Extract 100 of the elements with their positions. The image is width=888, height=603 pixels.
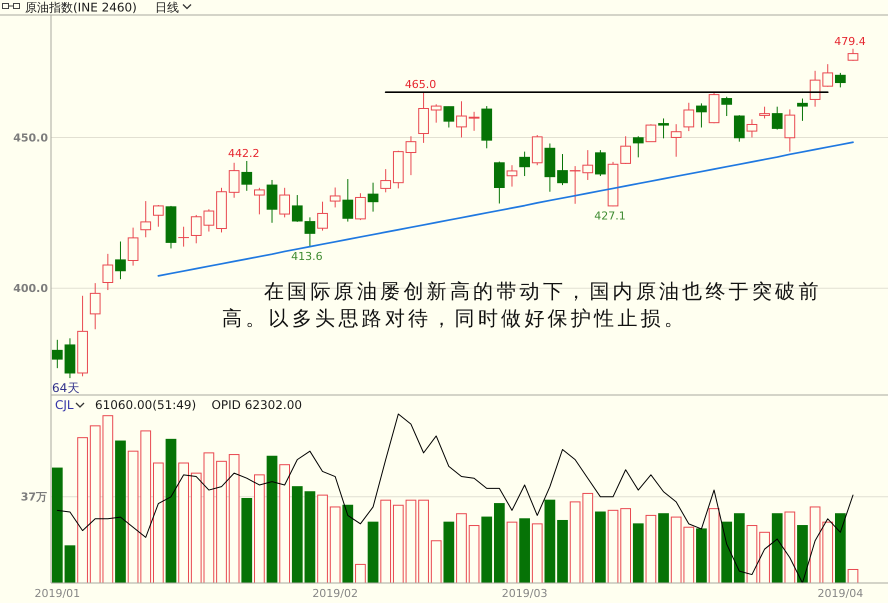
bar xyxy=(330,506,341,584)
bar xyxy=(708,508,720,584)
candlestick xyxy=(822,64,834,88)
bar xyxy=(178,462,189,584)
bar xyxy=(292,486,303,584)
bar xyxy=(317,494,328,584)
bar xyxy=(216,460,227,584)
candlestick xyxy=(683,102,694,132)
bar xyxy=(608,510,618,584)
bar xyxy=(696,528,707,584)
bar xyxy=(519,518,530,584)
bar xyxy=(266,456,278,584)
bar xyxy=(570,501,580,584)
bar xyxy=(140,430,152,584)
candlestick xyxy=(443,106,454,128)
bar xyxy=(115,440,126,584)
annotation: 413.6 xyxy=(291,250,323,264)
bar xyxy=(392,504,404,584)
bar xyxy=(797,525,808,584)
chart-title: 原油指数(INE 2460) xyxy=(25,0,137,14)
bar xyxy=(632,523,644,584)
candlestick xyxy=(52,339,63,369)
candlestick xyxy=(292,194,303,222)
bar xyxy=(772,513,783,584)
bar xyxy=(557,520,568,584)
annotation: 479.4 xyxy=(834,34,866,48)
bar xyxy=(64,545,76,584)
candlestick xyxy=(406,136,416,176)
candlestick xyxy=(772,106,783,130)
annotation: 442.2 xyxy=(228,146,260,160)
bar xyxy=(683,526,694,584)
bar xyxy=(595,512,606,584)
bar xyxy=(481,516,492,584)
candlestick xyxy=(734,114,745,142)
bar xyxy=(734,513,745,584)
bar xyxy=(254,474,265,584)
candlestick xyxy=(797,98,808,122)
candlestick xyxy=(380,168,392,193)
candlestick xyxy=(204,208,214,232)
candlestick xyxy=(140,200,152,238)
candlestick xyxy=(834,72,846,88)
bar xyxy=(90,425,101,584)
bar xyxy=(822,522,834,584)
chart-subtitle: 日线 xyxy=(155,0,179,14)
candlestick xyxy=(746,118,758,138)
candlestick xyxy=(102,253,114,291)
candlestick xyxy=(632,136,644,158)
candlestick xyxy=(241,160,252,192)
candlestick xyxy=(759,106,770,119)
bar xyxy=(658,513,669,584)
bar xyxy=(77,437,88,584)
bar xyxy=(190,472,202,584)
bar xyxy=(166,438,176,584)
candlestick xyxy=(582,150,594,180)
candlestick xyxy=(279,187,290,218)
candlestick xyxy=(658,118,669,139)
bar xyxy=(128,450,138,584)
candlestick xyxy=(848,48,858,62)
bar xyxy=(241,498,252,584)
bar xyxy=(544,500,556,584)
bar xyxy=(279,464,290,584)
candlestick xyxy=(721,96,732,117)
bar xyxy=(368,522,378,584)
candlestick xyxy=(646,124,656,142)
candlestick xyxy=(355,192,366,221)
x-tick-label: 2019/03 xyxy=(502,587,548,600)
bar xyxy=(532,523,543,584)
bar xyxy=(380,500,392,584)
candlestick xyxy=(128,227,138,266)
candlestick xyxy=(595,150,606,177)
candlestick xyxy=(430,104,442,124)
candlestick xyxy=(254,187,265,215)
bar xyxy=(304,491,316,584)
candlestick xyxy=(115,240,126,280)
candlestick xyxy=(317,201,328,232)
bar xyxy=(152,462,164,584)
bar xyxy=(646,514,656,584)
candlestick xyxy=(506,164,518,188)
bar xyxy=(204,452,214,584)
candlestick xyxy=(519,151,530,177)
candlestick xyxy=(570,166,580,204)
bar xyxy=(342,504,354,584)
candlestick xyxy=(810,70,820,108)
candlestick xyxy=(152,204,164,228)
chart-subtitle: 61060.00(51:49) OPID 62302.00 xyxy=(95,398,302,412)
y-tick-label: 450.0 xyxy=(13,131,48,144)
bar xyxy=(102,415,114,584)
bar xyxy=(784,512,796,584)
candlestick xyxy=(304,216,316,248)
x-tick-label: 2019/02 xyxy=(312,587,358,600)
candlestick xyxy=(90,282,101,330)
bar xyxy=(355,564,366,584)
candlestick xyxy=(330,187,341,208)
annotation: 465.0 xyxy=(404,78,436,92)
candlestick xyxy=(670,124,682,158)
y-tick-label: 400.0 xyxy=(13,282,48,296)
bar xyxy=(620,508,632,584)
candlestick xyxy=(228,162,240,198)
x-tick-label: 2019/04 xyxy=(818,587,864,600)
candlestick xyxy=(557,154,568,186)
